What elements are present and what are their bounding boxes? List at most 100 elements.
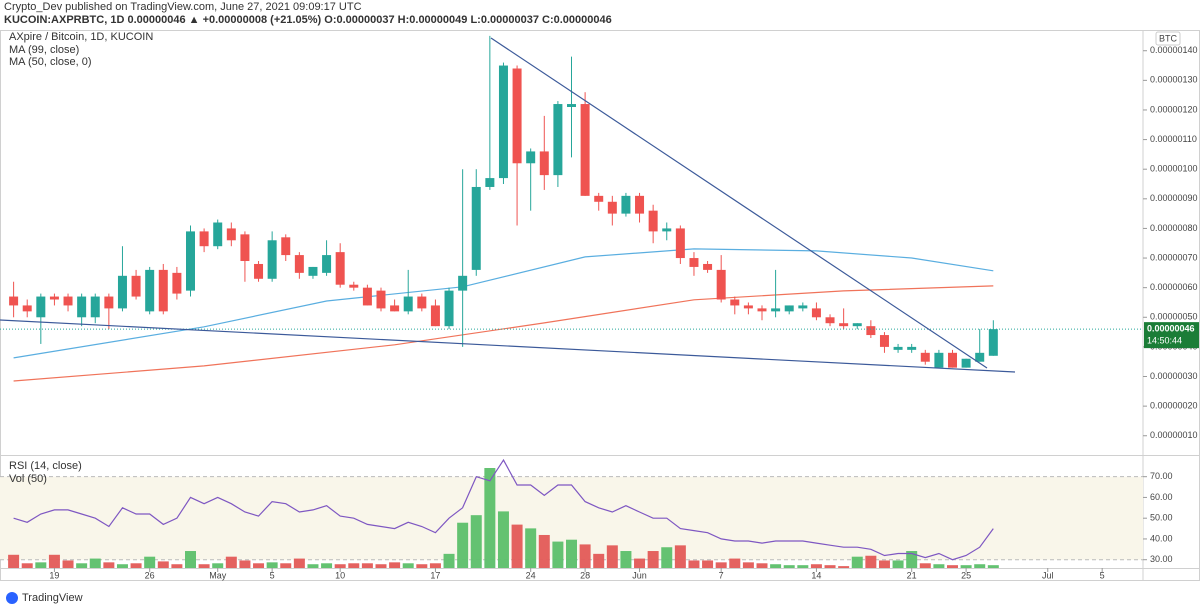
candle-body	[961, 358, 971, 368]
candle-body	[825, 317, 835, 324]
candle-body	[934, 352, 944, 368]
x-tick-label: 19	[49, 570, 59, 580]
volume-bar	[89, 558, 101, 568]
x-tick-label: 5	[270, 570, 275, 580]
candle-body	[866, 326, 876, 336]
volume-bar	[266, 562, 278, 568]
candle-body	[322, 255, 332, 273]
candle-body	[403, 296, 413, 312]
y-tick-label: 0.00000110	[1150, 134, 1197, 144]
rsi-tick-label: 50.00	[1150, 513, 1173, 523]
lower-pane	[0, 458, 1143, 568]
volume-bar	[62, 560, 74, 568]
candle-body	[36, 296, 46, 318]
volume-bar	[661, 547, 673, 568]
candle-body	[267, 240, 277, 279]
x-tick-label: May	[209, 570, 227, 580]
candle-body	[362, 287, 372, 306]
y-tick-label: 0.00000100	[1150, 164, 1198, 174]
candle-body	[757, 308, 767, 312]
rsi-tick-label: 60.00	[1150, 492, 1173, 502]
volume-bar	[293, 558, 305, 568]
volume-bar	[525, 528, 537, 568]
volume-bar	[511, 524, 523, 568]
volume-bar	[280, 563, 292, 568]
volume-bar	[470, 515, 482, 568]
volume-bar	[334, 564, 346, 568]
legend-title: AXpire / Bitcoin, 1D, KUCOIN	[9, 31, 153, 43]
volume-bar	[416, 564, 428, 568]
candle-body	[852, 323, 862, 327]
candle-body	[839, 323, 849, 327]
candle-body	[512, 68, 522, 164]
volume-bar	[484, 468, 496, 568]
volume-bar	[566, 539, 577, 568]
candle-body	[131, 275, 141, 297]
currency: BTC	[1159, 33, 1178, 43]
candle-body	[254, 263, 264, 279]
candle-body	[281, 237, 291, 256]
candle-body	[63, 296, 73, 306]
candle-body	[104, 296, 114, 309]
y-tick-label: 0.00000130	[1150, 75, 1198, 85]
volume-bar	[361, 563, 373, 568]
volume-bar	[593, 553, 605, 568]
candle-body	[730, 299, 740, 306]
x-tick-label: 10	[335, 570, 345, 580]
volume-bar	[389, 562, 401, 568]
volume-bar	[239, 560, 251, 568]
x-tick-label: 25	[961, 570, 971, 580]
x-tick-label: 24	[526, 570, 536, 580]
candle-body	[390, 305, 400, 312]
publisher: Crypto_Dev published on TradingView.com,…	[4, 1, 362, 13]
volume-bar	[321, 563, 333, 568]
candle-body	[716, 269, 726, 300]
candle-body	[22, 305, 32, 312]
volume-bar	[702, 560, 714, 568]
volume-bar	[797, 565, 809, 568]
candle-body	[90, 296, 100, 318]
y-tick-label: 0.00000010	[1150, 430, 1198, 440]
volume-bar	[348, 563, 360, 568]
candle-body	[77, 296, 87, 318]
candle-body	[430, 305, 440, 327]
candle-body	[117, 275, 127, 309]
candle-body	[294, 255, 304, 273]
volume-bar	[620, 551, 632, 568]
rsi-line	[13, 458, 994, 561]
x-tick-label: 7	[719, 570, 724, 580]
y-tick-label: 0.00000050	[1150, 312, 1198, 322]
legend-rsi: RSI (14, close)	[9, 460, 82, 472]
volume-bar	[919, 563, 931, 568]
last-price-box	[1144, 322, 1199, 349]
volume-bar	[824, 565, 836, 568]
quote: KUCOIN:AXPRBTC, 1D 0.00000046 ▲ +0.00000…	[4, 14, 612, 26]
volume-bar	[497, 511, 509, 568]
candle-body	[907, 346, 917, 350]
volume-bar	[171, 564, 183, 568]
volume-bar	[756, 563, 768, 568]
volume-bar	[783, 565, 795, 568]
candle-body	[567, 104, 576, 108]
volume-bar	[647, 551, 659, 568]
volume-bar	[947, 565, 958, 568]
candle-body	[798, 305, 808, 309]
volume-bar	[8, 554, 20, 568]
candle-body	[675, 228, 685, 259]
x-tick-label: 28	[580, 570, 590, 580]
candle-body	[158, 269, 168, 312]
candle-body	[948, 352, 957, 368]
volume-bar	[674, 545, 686, 568]
y-tick-label: 0.00000020	[1150, 401, 1198, 411]
volume-bar	[76, 563, 88, 568]
volume-bar	[443, 553, 455, 568]
volume-bar	[906, 551, 918, 568]
volume-bar	[144, 556, 156, 568]
candle-body	[703, 263, 713, 270]
volume-bar	[307, 564, 319, 568]
candle-body	[498, 65, 508, 179]
candle-body	[635, 195, 645, 214]
candle-body	[743, 305, 753, 309]
candle-body	[308, 266, 318, 276]
candle-body	[988, 329, 998, 356]
